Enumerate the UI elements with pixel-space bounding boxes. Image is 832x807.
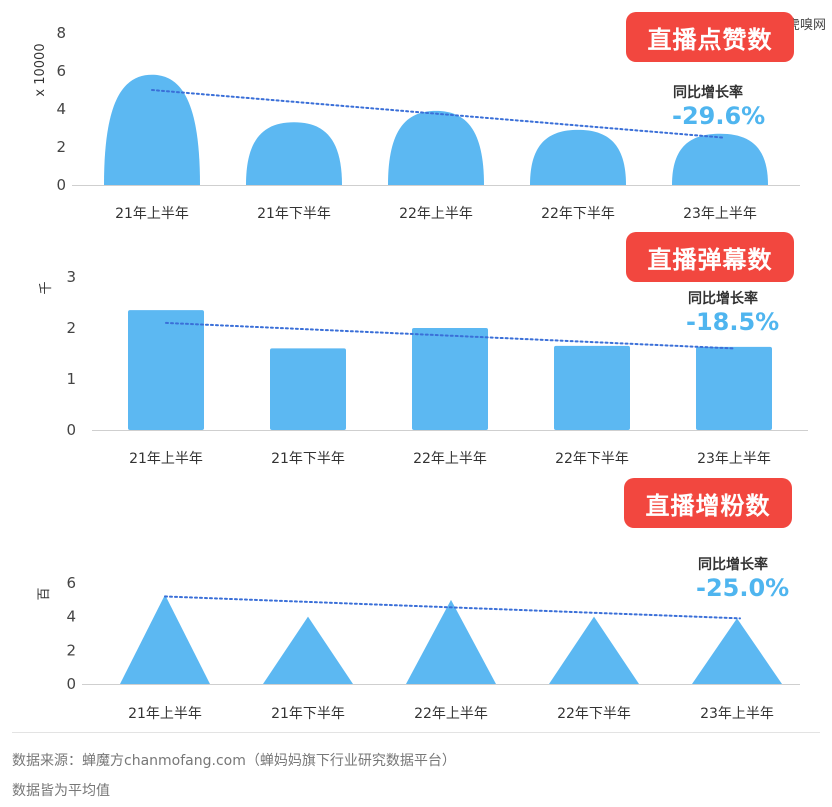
chart1-category-3: 22年下半年 <box>541 206 615 222</box>
chart3-title-badge: 直播增粉数 <box>624 478 792 528</box>
source-note: 数据来源：蝉魔方chanmofang.com（蝉妈妈旗下行业研究数据平台） <box>12 753 456 769</box>
chart2-category-2: 22年上半年 <box>413 451 487 467</box>
chart1-dome-0 <box>104 74 200 185</box>
chart1-ytick-0: 0 <box>56 176 66 194</box>
chart1-ytick-3: 6 <box>56 62 66 80</box>
chart3-yoy-value: -25.0% <box>696 574 790 602</box>
chart3-triangle-1 <box>263 616 353 684</box>
chart2-bar-4 <box>696 346 772 430</box>
chart3-yoy-label: 同比增长率 <box>698 557 768 573</box>
chart3-triangle-0 <box>120 594 210 684</box>
chart1-ytick-1: 2 <box>56 138 66 156</box>
chart2-category-1: 21年下半年 <box>271 451 345 467</box>
chart2-ylabel: 千 <box>39 281 54 294</box>
chart2-category-0: 21年上半年 <box>129 451 203 467</box>
chart2-bar-2 <box>412 328 488 430</box>
chart3-ytick-0: 0 <box>66 675 76 693</box>
chart3-category-0: 21年上半年 <box>128 706 202 722</box>
chart2-bar-1 <box>270 348 346 430</box>
chart1-category-0: 21年上半年 <box>115 206 189 222</box>
chart1-dome-4 <box>672 133 768 185</box>
chart1-dome-3 <box>530 129 626 185</box>
chart3-category-4: 23年上半年 <box>700 706 774 722</box>
chart1-dome-2 <box>388 110 484 185</box>
chart1-trend-line <box>151 89 723 139</box>
chart2-yoy-value: -18.5% <box>686 308 780 336</box>
chart2-ytick-0: 0 <box>66 421 76 439</box>
chart3-trend-line <box>164 595 741 620</box>
chart1-ylabel: x 10000 <box>33 43 48 96</box>
chart3-ytick-1: 2 <box>66 641 76 659</box>
chart2-ytick-1: 1 <box>66 370 76 388</box>
chart1-category-1: 21年下半年 <box>257 206 331 222</box>
chart2-category-4: 23年上半年 <box>697 451 771 467</box>
chart3-triangle-2 <box>406 599 496 684</box>
chart2-ytick-2: 2 <box>66 319 76 337</box>
chart3-triangle-4 <box>692 618 782 684</box>
average-note: 数据皆为平均值 <box>12 783 110 799</box>
chart1-category-2: 22年上半年 <box>399 206 473 222</box>
chart2-bar-0 <box>128 310 204 430</box>
chart1-title-badge: 直播点赞数 <box>626 12 794 62</box>
chart3-ylabel: 百 <box>37 587 52 600</box>
chart3-category-1: 21年下半年 <box>271 706 345 722</box>
chart1-ytick-4: 8 <box>56 24 66 42</box>
chart3-category-3: 22年下半年 <box>557 706 631 722</box>
chart3-category-2: 22年上半年 <box>414 706 488 722</box>
chart1-yoy-value: -29.6% <box>672 102 766 130</box>
chart2-bar-3 <box>554 345 630 430</box>
chart1-category-4: 23年上半年 <box>683 206 757 222</box>
chart1-yoy-label: 同比增长率 <box>673 85 743 101</box>
chart2-title-badge: 直播弹幕数 <box>626 232 794 282</box>
chart2-yoy-label: 同比增长率 <box>688 291 758 307</box>
chart3-ytick-3: 6 <box>66 574 76 592</box>
chart2-category-3: 22年下半年 <box>555 451 629 467</box>
chart3-ytick-2: 4 <box>66 608 76 626</box>
footer-divider <box>12 732 820 733</box>
chart2-ytick-3: 3 <box>66 268 76 286</box>
chart1-dome-1 <box>246 122 342 185</box>
chart3-triangle-3 <box>549 616 639 684</box>
chart2-trend-line <box>165 321 734 350</box>
chart1-ytick-2: 4 <box>56 100 66 118</box>
